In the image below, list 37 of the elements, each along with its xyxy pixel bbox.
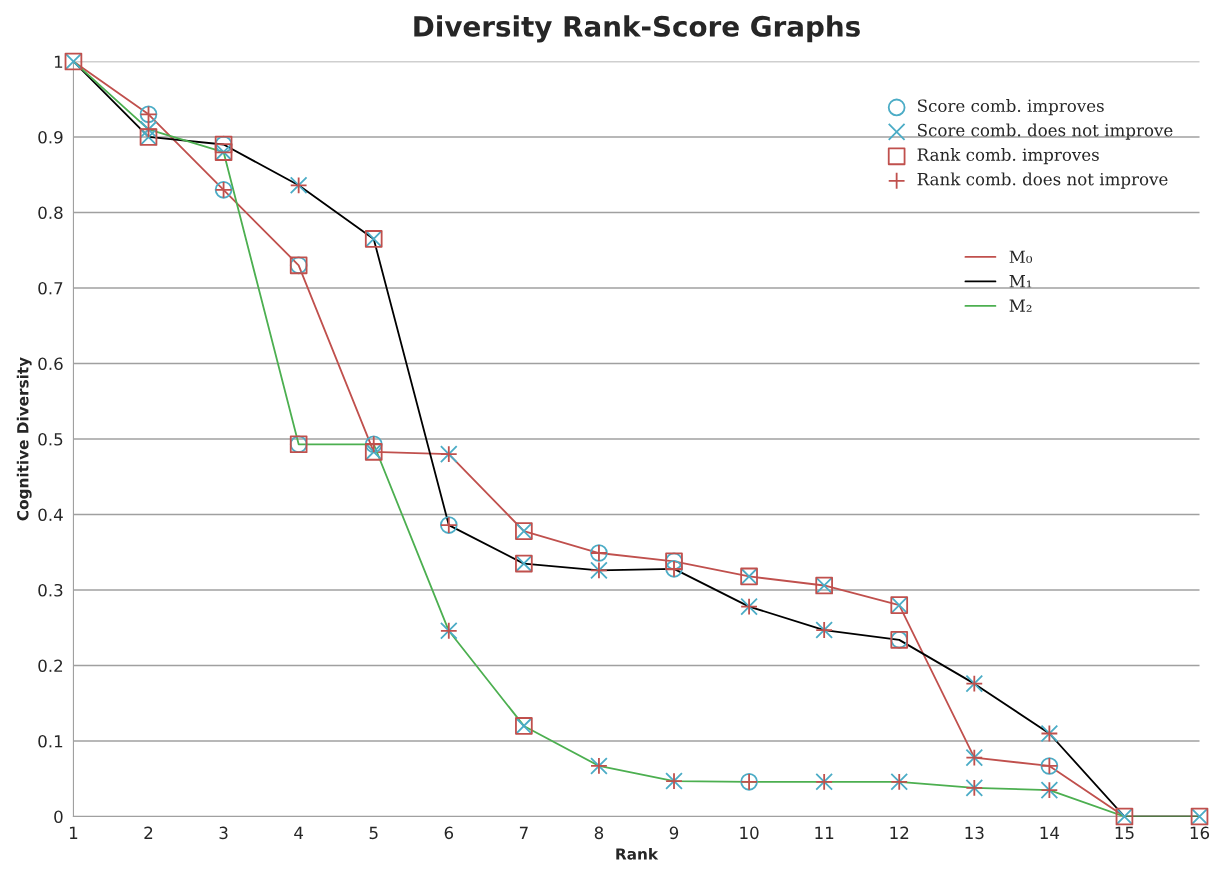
y-tick-label: 0.2 [38,659,63,673]
y-tick-label: 0.5 [38,432,63,446]
y-tick-label: 0.8 [38,206,63,220]
x-tick-label: 5 [369,826,378,840]
y-tick-label: 0.4 [38,508,63,522]
x-tick-label: 1 [69,826,78,839]
legend-label: Rank comb. improves [917,148,1099,165]
y-tick-label: 0 [54,810,63,824]
y-tick-label: 1 [54,55,63,68]
x-tick-label: 6 [444,826,454,840]
x-tick-label: 9 [669,826,679,840]
x-axis-title: Rank [616,847,659,860]
legend-label: Score comb. does not improve [918,123,1173,140]
legend-label: M₁ [1009,275,1032,288]
x-tick-label: 15 [1115,826,1134,840]
x-tick-label: 13 [965,826,984,840]
x-tick-label: 12 [890,826,909,839]
y-tick-label: 0.1 [38,734,63,748]
x-tick-label: 7 [519,826,528,839]
y-tick-label: 0.7 [38,281,63,295]
x-tick-label: 8 [594,826,604,840]
legend-label: Rank comb. does not improve [917,172,1168,189]
y-axis-title: Cognitive Diversity [16,357,32,521]
legend-label: M₂ [1009,299,1032,312]
legend-label: M₀ [1009,250,1033,263]
x-tick-label: 4 [294,826,304,839]
x-tick-label: 10 [740,826,759,840]
y-tick-label: 0.6 [38,357,63,371]
x-tick-label: 16 [1190,826,1210,840]
x-tick-label: 3 [219,826,228,840]
y-tick-label: 0.9 [38,130,63,144]
x-tick-label: 14 [1040,826,1060,839]
chart-title: Diversity Rank-Score Graphs [414,15,860,43]
legend-label: Score comb. improves [918,99,1104,116]
x-tick-label: 11 [815,826,834,839]
y-tick-label: 0.3 [38,583,63,597]
x-tick-label: 2 [144,826,153,839]
